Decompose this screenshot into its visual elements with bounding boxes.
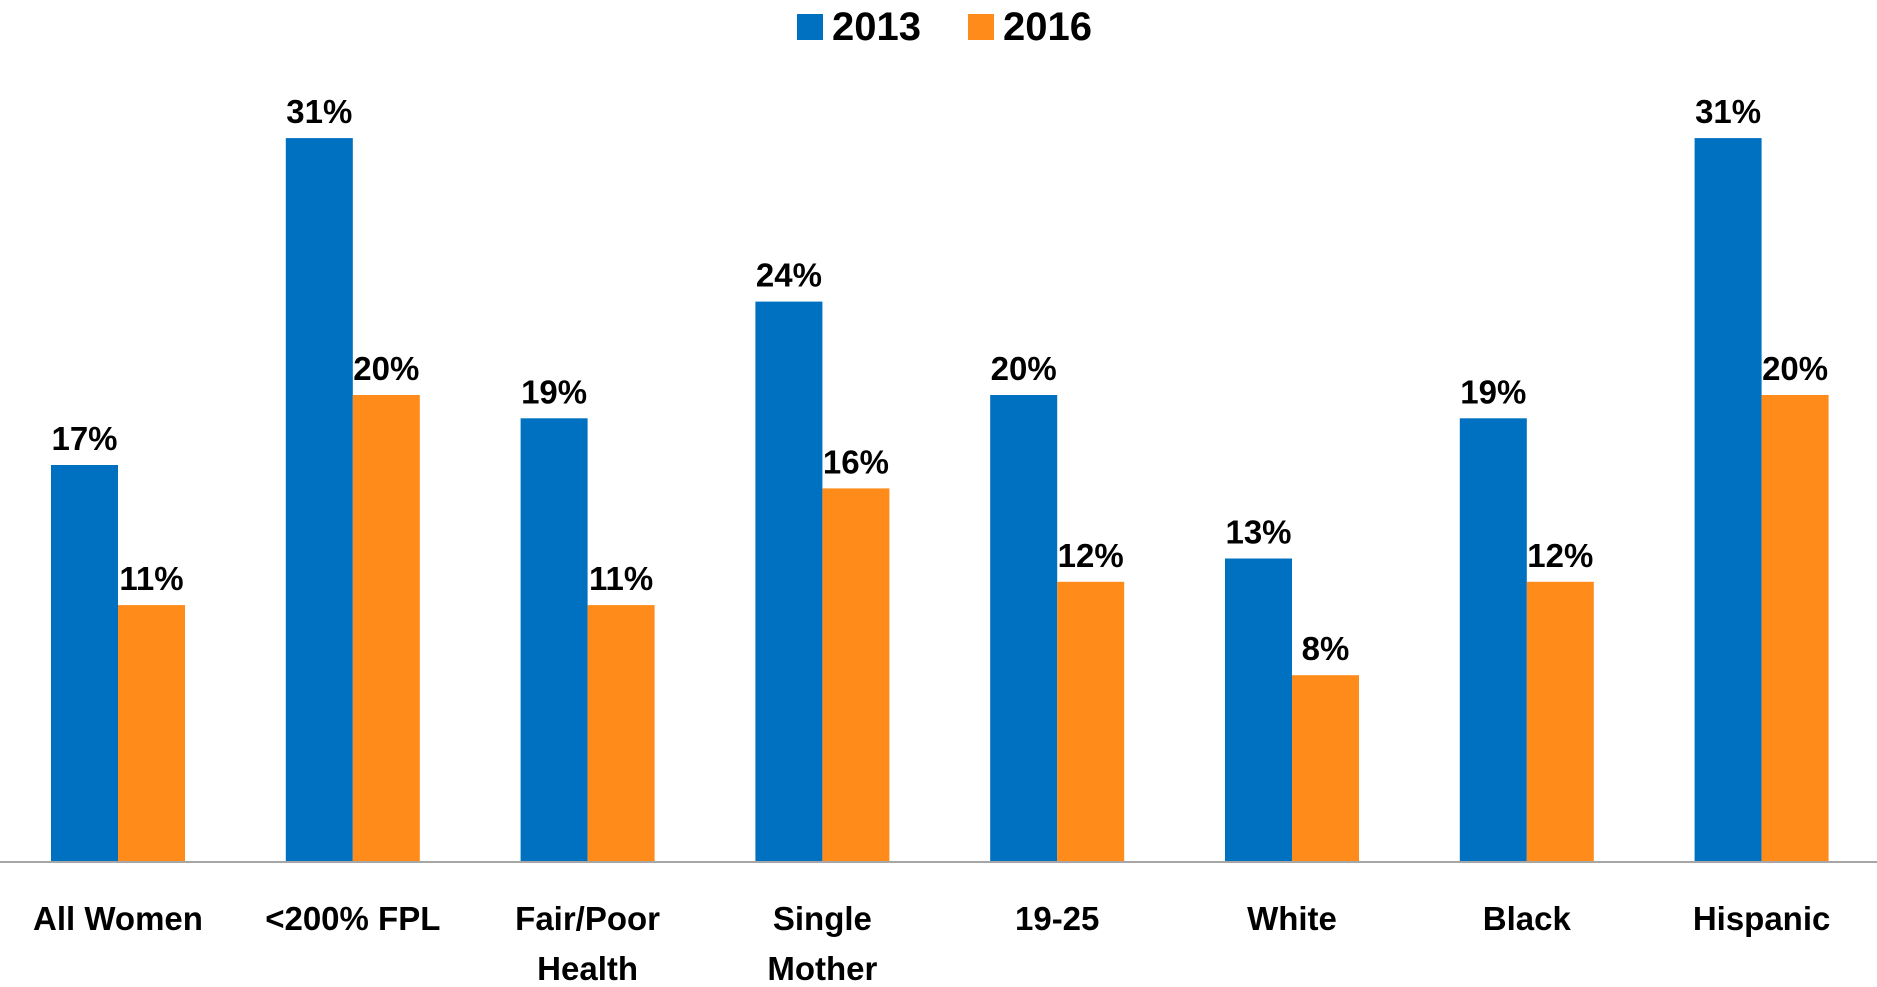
- chart-legend: 2013 2016: [797, 5, 1092, 49]
- bar-2013-2: [520, 418, 588, 862]
- bar-2013-0: [51, 465, 118, 862]
- legend-swatch-2013: [797, 14, 823, 40]
- bar-2016-3: [822, 488, 890, 862]
- category-label-0: All Women: [33, 900, 203, 937]
- legend-swatch-2016: [968, 14, 994, 40]
- category-label-line: White: [1247, 900, 1337, 937]
- bar-2013-5: [1225, 558, 1292, 863]
- bar-2013-6: [1459, 418, 1527, 862]
- bar-2016-6: [1526, 581, 1594, 862]
- bar-2013-7: [1694, 138, 1762, 863]
- category-label-6: Black: [1483, 900, 1572, 937]
- bar-2013-3: [755, 301, 823, 863]
- x-axis-tick-labels: All Women <200% FPL Fair/Poor Health Single M…: [33, 900, 1830, 987]
- data-label-2013-2: 19%: [521, 373, 587, 410]
- bar-2013-4: [990, 395, 1058, 862]
- data-label-2016-2: 11%: [589, 560, 653, 597]
- data-label-2013-7: 31%: [1695, 93, 1761, 130]
- data-label-2013-3: 24%: [756, 257, 822, 294]
- category-label-line: All Women: [33, 900, 203, 937]
- bar-2016-7: [1761, 395, 1829, 862]
- bar-2016-4: [1057, 581, 1125, 862]
- data-label-2016-3: 16%: [823, 443, 889, 480]
- category-label-line: 19-25: [1015, 900, 1099, 937]
- category-label-7: Hispanic: [1693, 900, 1831, 937]
- category-label-5: White: [1247, 900, 1337, 937]
- category-label-3: Single Mother: [767, 900, 877, 987]
- category-label-line: Fair/Poor: [515, 900, 660, 937]
- data-label-2016-1: 20%: [353, 350, 419, 387]
- data-label-2013-1: 31%: [286, 93, 352, 130]
- legend-label-2013: 2013: [832, 5, 921, 49]
- category-label-4: 19-25: [1015, 900, 1099, 937]
- data-label-2016-5: 8%: [1302, 630, 1350, 667]
- data-label-2013-4: 20%: [991, 350, 1057, 387]
- category-label-line: Mother: [767, 950, 877, 987]
- data-label-2016-6: 12%: [1527, 537, 1593, 574]
- bar-2013-1: [285, 138, 353, 863]
- bar-2016-1: [352, 395, 420, 862]
- category-label-line: <200% FPL: [265, 900, 440, 937]
- data-labels: 17% 31% 19% 24% 20% 13% 19% 31% 11% 20% 11% 16% 12% 8…: [51, 93, 1828, 667]
- legend-label-2016: 2016: [1003, 5, 1092, 49]
- bar-2016-0: [118, 605, 185, 862]
- bar-2016-5: [1292, 675, 1359, 862]
- category-label-1: <200% FPL: [265, 900, 440, 937]
- data-label-2016-4: 12%: [1058, 537, 1124, 574]
- data-label-2013-0: 17%: [51, 420, 117, 457]
- data-label-2013-5: 13%: [1225, 514, 1291, 551]
- data-label-2016-0: 11%: [119, 560, 183, 597]
- data-label-2016-7: 20%: [1762, 350, 1828, 387]
- category-label-line: Health: [537, 950, 638, 987]
- category-label-2: Fair/Poor Health: [515, 900, 660, 987]
- bar-2016-2: [587, 605, 655, 862]
- category-label-line: Single: [773, 900, 872, 937]
- data-label-2013-6: 19%: [1460, 373, 1526, 410]
- chart-bars: [51, 138, 1829, 863]
- category-label-line: Hispanic: [1693, 900, 1831, 937]
- category-label-line: Black: [1483, 900, 1572, 937]
